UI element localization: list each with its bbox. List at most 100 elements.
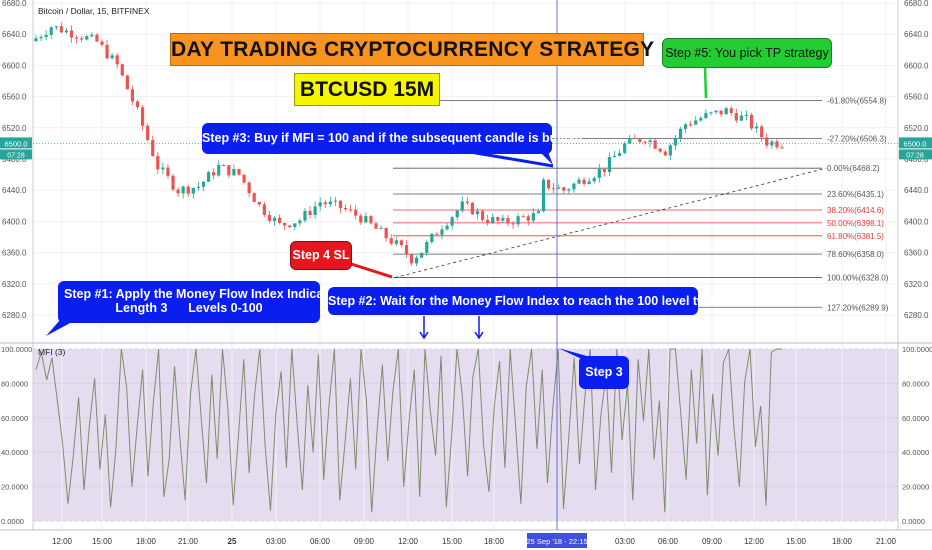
candle-body (450, 217, 454, 226)
price-axis-label-left: 6320.0 (2, 280, 27, 289)
step1-line2: Length 3 Levels 0-100 (115, 301, 263, 315)
candle-body (115, 55, 119, 65)
candle-body (521, 216, 525, 218)
fib-level-label: -61.80%(6554.8) (827, 97, 887, 106)
time-axis-label: 15:00 (92, 537, 113, 546)
candle-body (49, 27, 53, 35)
candle-body (755, 126, 759, 129)
candle-body (186, 186, 190, 194)
candle-body (100, 41, 104, 45)
candle-body (719, 110, 723, 115)
price-axis-label-left: 6560.0 (2, 93, 27, 102)
candle-body (206, 172, 211, 182)
candle-body (277, 217, 282, 223)
fib-level-label: 23.60%(6435.1) (827, 190, 884, 199)
candle-body (196, 186, 200, 188)
step5-pointer (703, 66, 708, 99)
candle-body (389, 238, 393, 244)
candle-body (298, 220, 302, 224)
candle-body (308, 210, 312, 216)
mfi-axis-label-right: 60.0000 (902, 414, 929, 423)
price-axis-label-right: 6600.0 (904, 61, 929, 70)
candle-body (744, 114, 749, 116)
candle-body (242, 174, 246, 183)
candle-body (587, 181, 591, 184)
candle-body (638, 139, 642, 142)
candle-body (120, 64, 124, 76)
candle-body (323, 202, 327, 205)
candle-body (628, 138, 632, 144)
last-price-tag-left (0, 137, 32, 149)
candle-body (333, 200, 338, 202)
candle-body (643, 141, 647, 143)
time-axis-label: 25 (228, 537, 237, 546)
candle-body (648, 140, 652, 143)
price-axis-label-right: 6520.0 (904, 124, 929, 133)
candle-body (623, 143, 627, 153)
candle-body (506, 217, 510, 224)
candle-body (293, 223, 297, 228)
price-axis-label-left: 6480.0 (2, 155, 27, 164)
candle-body (435, 233, 439, 235)
mfi-axis-label-left: 40.0000 (1, 448, 28, 457)
candle-body (105, 44, 109, 59)
mfi-axis-label-right: 40.0000 (902, 448, 929, 457)
candle-body (359, 215, 363, 223)
price-axis-label-right: 6480.0 (904, 155, 929, 164)
candle-body (181, 186, 185, 194)
candle-body (303, 210, 307, 221)
time-axis-label: 18:00 (484, 537, 505, 546)
candle-body (694, 120, 698, 125)
candle-body (475, 211, 480, 215)
candle-body (420, 252, 424, 258)
candle-body (618, 152, 622, 156)
time-axis-label: 12:00 (52, 537, 73, 546)
candle-body (562, 187, 566, 191)
time-axis-label: 15:00 (442, 537, 463, 546)
candle-body (318, 202, 322, 207)
candle-body (734, 113, 738, 121)
candle-body (343, 208, 348, 210)
candle-body (364, 216, 368, 223)
candle-body (496, 217, 500, 221)
candle-body (760, 126, 764, 138)
candle-body (607, 157, 612, 172)
candle-body (765, 137, 769, 146)
step2-arrow-head (474, 331, 484, 340)
candle-body (140, 107, 145, 126)
step2-text: Step #2: Wait for the Money Flow Index t… (328, 294, 725, 308)
candle-body (460, 201, 464, 211)
step5-text: Step #5: You pick TP strategy (665, 46, 829, 60)
mfi-axis-label-left: 60.0000 (1, 414, 28, 423)
time-axis-label: 06:00 (658, 537, 679, 546)
price-axis-label-right: 6280.0 (904, 311, 929, 320)
candle-body (592, 177, 596, 182)
candle-body (404, 245, 409, 255)
step2-arrow-head (419, 331, 429, 340)
price-axis-label-left: 6600.0 (2, 61, 27, 70)
candle-body (704, 113, 708, 119)
candle-body (541, 179, 546, 212)
candle-body (480, 211, 485, 220)
price-axis-label-left: 6440.0 (2, 186, 27, 195)
candle-body (176, 189, 180, 194)
price-axis-label-left: 6680.0 (2, 0, 27, 8)
fib-level-label: 0.00%(6468.2) (827, 164, 880, 173)
candle-body (425, 241, 429, 253)
mfi-axis-label-right: 20.0000 (902, 483, 929, 492)
time-axis-label: 09:00 (354, 537, 375, 546)
candle-body (516, 216, 520, 225)
candle-body (374, 223, 378, 229)
candle-body (531, 213, 535, 221)
candle-body (780, 147, 784, 149)
candle-body (430, 233, 434, 242)
candle-body (602, 169, 606, 172)
candle-body (369, 216, 373, 224)
mfi-axis-label-left: 80.0000 (1, 379, 28, 388)
candle-body (486, 219, 490, 223)
fib-level-label: 38.20%(6414.6) (827, 206, 884, 215)
candle-body (125, 75, 129, 90)
candle-body (673, 137, 678, 146)
